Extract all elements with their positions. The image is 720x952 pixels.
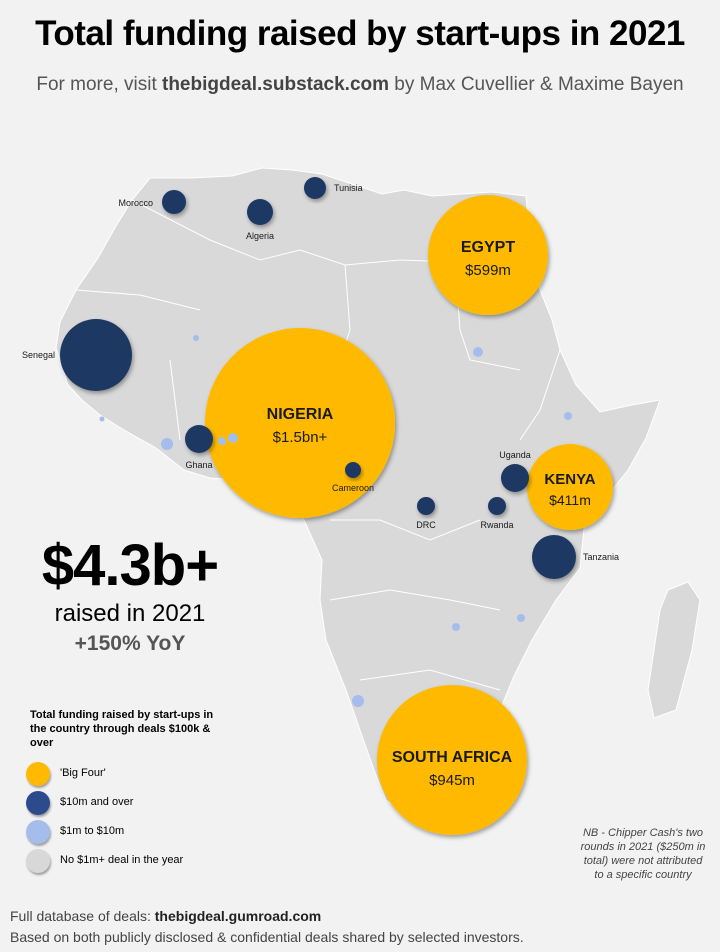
small-bubbles — [99, 335, 572, 707]
bubble-tanzania[interactable]: Tanzania — [532, 535, 619, 579]
legend-dot — [26, 762, 50, 786]
ghana-label: Ghana — [185, 460, 212, 470]
subtitle-site-link[interactable]: thebigdeal.substack.com — [162, 74, 390, 95]
legend-label: No $1m+ deal in the year — [60, 854, 184, 866]
legend-label: 'Big Four' — [60, 767, 106, 779]
kenya-label: KENYA — [544, 471, 595, 488]
footer-database-link[interactable]: thebigdeal.gumroad.com — [154, 908, 322, 924]
south-africa-value: $945m — [429, 772, 475, 789]
drc-label: DRC — [416, 520, 436, 530]
bubble-morocco[interactable]: Morocco — [118, 190, 186, 214]
tanzania-label: Tanzania — [583, 552, 619, 562]
egypt-value: $599m — [465, 262, 511, 279]
raised-text: raised in 2021 — [54, 600, 206, 627]
small-bubble[interactable] — [218, 437, 226, 445]
nigeria-label: NIGERIA — [267, 406, 334, 423]
total-funding: $4.3b+ — [41, 533, 219, 598]
bubble-egypt[interactable]: EGYPT $599m — [428, 195, 548, 315]
footer-database: Full database of deals: thebigdeal.gumro… — [10, 908, 321, 924]
kenya-value: $411m — [549, 492, 591, 508]
subtitle-suffix: by Max Cuvellier & Maxime Bayen — [389, 74, 684, 95]
bubble-south-africa[interactable]: SOUTH AFRICA $945m — [377, 685, 527, 835]
legend-label: $10m and over — [60, 796, 134, 808]
small-bubble[interactable] — [352, 695, 364, 707]
legend-title: Total funding raised by start-ups in the… — [30, 709, 214, 749]
uganda-label: Uganda — [499, 450, 531, 460]
small-bubble[interactable] — [517, 614, 525, 622]
legend-label: $1m to $10m — [60, 825, 125, 837]
subtitle-prefix: For more, visit — [36, 74, 162, 95]
legend-dot — [26, 849, 50, 873]
rwanda-label: Rwanda — [480, 520, 513, 530]
footer-disclaimer: Based on both publicly disclosed & confi… — [10, 929, 524, 945]
bubble-rwanda[interactable]: Rwanda — [480, 497, 514, 530]
bubble-ghana[interactable]: Ghana — [185, 425, 213, 470]
bubble-kenya[interactable]: KENYA $411m — [527, 444, 613, 530]
algeria-label: Algeria — [246, 231, 274, 241]
egypt-label: EGYPT — [461, 239, 515, 256]
bubble-tunisia[interactable]: Tunisia — [304, 177, 363, 199]
nigeria-value: $1.5bn+ — [273, 429, 328, 446]
bubble-algeria[interactable]: Algeria — [246, 199, 274, 241]
morocco-label: Morocco — [118, 198, 153, 208]
chipper-cash-note: NB - Chipper Cash's two rounds in 2021 (… — [580, 827, 706, 881]
cameroon-label: Cameroon — [332, 483, 374, 493]
bubble-drc[interactable]: DRC — [416, 497, 436, 530]
bubble-uganda[interactable]: Uganda — [499, 450, 531, 492]
small-bubble[interactable] — [564, 412, 572, 420]
madagascar — [647, 581, 701, 719]
page-subtitle: For more, visit thebigdeal.substack.com … — [0, 74, 720, 96]
bubble-senegal[interactable]: Senegal — [22, 319, 132, 391]
south-africa-label: SOUTH AFRICA — [392, 749, 513, 766]
small-bubble[interactable] — [161, 438, 173, 450]
small-bubble[interactable] — [193, 335, 199, 341]
page-title: Total funding raised by start-ups in 202… — [35, 14, 685, 53]
small-bubble[interactable] — [99, 416, 105, 422]
bubble-cameroon[interactable]: Cameroon — [332, 462, 374, 493]
small-bubble[interactable] — [473, 347, 483, 357]
legend-dot — [26, 791, 50, 815]
senegal-label: Senegal — [22, 350, 55, 360]
small-bubble[interactable] — [228, 433, 238, 443]
yoy-growth: +150% YoY — [74, 632, 186, 655]
tunisia-label: Tunisia — [334, 183, 363, 193]
legend-dot — [26, 820, 50, 844]
small-bubble[interactable] — [452, 623, 460, 631]
footer-prefix: Full database of deals: — [10, 908, 155, 924]
